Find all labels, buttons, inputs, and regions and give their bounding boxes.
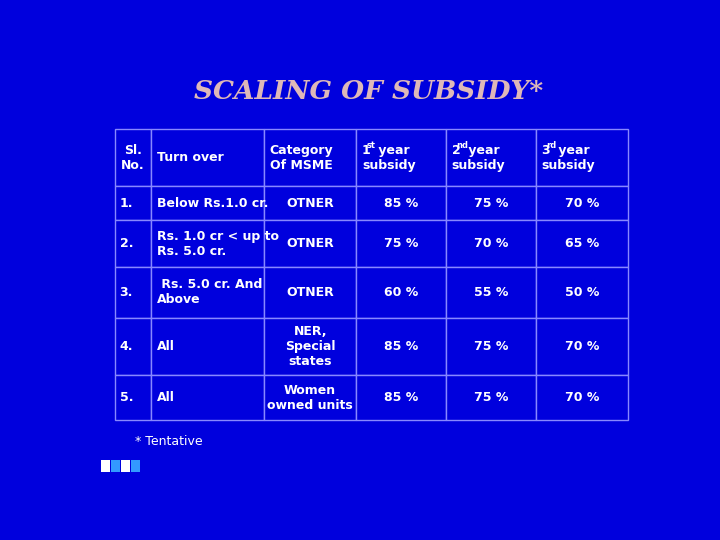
Text: All: All	[157, 391, 174, 404]
Bar	[356, 375, 446, 420]
Bar	[121, 460, 130, 472]
Text: Rs. 1.0 cr < up to
Rs. 5.0 cr.: Rs. 1.0 cr < up to Rs. 5.0 cr.	[157, 230, 279, 258]
Text: Sl.
No.: Sl. No.	[121, 144, 145, 172]
Text: OTNER: OTNER	[287, 197, 334, 210]
Bar	[264, 318, 356, 375]
Text: subsidy: subsidy	[362, 159, 415, 172]
Text: 3: 3	[541, 144, 550, 157]
Bar	[131, 460, 140, 472]
Text: 60 %: 60 %	[384, 286, 418, 299]
Text: 55 %: 55 %	[474, 286, 508, 299]
Text: NER,
Special
states: NER, Special states	[285, 325, 336, 368]
Text: 5.: 5.	[120, 391, 133, 404]
Text: 50 %: 50 %	[565, 286, 600, 299]
Text: nd: nd	[456, 141, 468, 150]
Text: year: year	[554, 144, 590, 157]
Bar	[151, 186, 264, 220]
Bar	[536, 220, 629, 267]
Text: 75 %: 75 %	[384, 237, 418, 250]
Text: OTNER: OTNER	[287, 237, 334, 250]
Text: 75 %: 75 %	[474, 197, 508, 210]
Bar	[151, 375, 264, 420]
Text: subsidy: subsidy	[541, 159, 595, 172]
Bar	[446, 375, 536, 420]
Bar	[356, 318, 446, 375]
Text: 85 %: 85 %	[384, 197, 418, 210]
Bar	[446, 318, 536, 375]
Text: All: All	[157, 340, 174, 353]
Bar	[536, 186, 629, 220]
Text: 70 %: 70 %	[565, 391, 600, 404]
Text: 65 %: 65 %	[565, 237, 599, 250]
Bar	[356, 186, 446, 220]
Text: 4.: 4.	[120, 340, 133, 353]
Text: 3.: 3.	[120, 286, 133, 299]
Text: SCALING OF SUBSIDY*: SCALING OF SUBSIDY*	[194, 79, 544, 104]
Text: 75 %: 75 %	[474, 340, 508, 353]
Bar	[446, 186, 536, 220]
Bar	[115, 318, 151, 375]
Bar	[115, 129, 151, 186]
Bar	[446, 267, 536, 318]
Text: 1: 1	[362, 144, 371, 157]
Bar	[536, 318, 629, 375]
Text: 75 %: 75 %	[474, 391, 508, 404]
Bar	[115, 186, 151, 220]
Bar	[115, 220, 151, 267]
Bar	[264, 129, 356, 186]
Text: subsidy: subsidy	[452, 159, 505, 172]
Bar	[536, 129, 629, 186]
Bar	[101, 460, 109, 472]
Text: Category
Of MSME: Category Of MSME	[269, 144, 333, 172]
Bar	[356, 220, 446, 267]
Bar	[264, 186, 356, 220]
Text: 2: 2	[452, 144, 461, 157]
Text: st: st	[366, 141, 375, 150]
Bar	[536, 375, 629, 420]
Bar	[264, 375, 356, 420]
Text: 1.: 1.	[120, 197, 133, 210]
Bar	[111, 460, 120, 472]
Text: 70 %: 70 %	[474, 237, 508, 250]
Text: Women
owned units: Women owned units	[267, 383, 353, 411]
Text: OTNER: OTNER	[287, 286, 334, 299]
Bar	[115, 375, 151, 420]
Bar	[446, 129, 536, 186]
Text: 85 %: 85 %	[384, 340, 418, 353]
Bar	[356, 129, 446, 186]
Bar	[264, 220, 356, 267]
Bar	[151, 318, 264, 375]
Text: Rs. 5.0 cr. And
Above: Rs. 5.0 cr. And Above	[157, 279, 262, 306]
Text: Below Rs.1.0 cr.: Below Rs.1.0 cr.	[157, 197, 268, 210]
Bar	[536, 267, 629, 318]
Bar	[264, 267, 356, 318]
Text: rd: rd	[546, 141, 557, 150]
Text: 2.: 2.	[120, 237, 133, 250]
Text: year: year	[374, 144, 410, 157]
Text: 70 %: 70 %	[565, 340, 600, 353]
Bar	[151, 267, 264, 318]
Text: Turn over: Turn over	[157, 151, 223, 164]
Text: 85 %: 85 %	[384, 391, 418, 404]
Text: * Tentative: * Tentative	[135, 435, 202, 448]
Text: 70 %: 70 %	[565, 197, 600, 210]
Text: year: year	[464, 144, 500, 157]
Bar	[115, 267, 151, 318]
Bar	[151, 220, 264, 267]
Bar	[446, 220, 536, 267]
Bar	[151, 129, 264, 186]
Bar	[356, 267, 446, 318]
